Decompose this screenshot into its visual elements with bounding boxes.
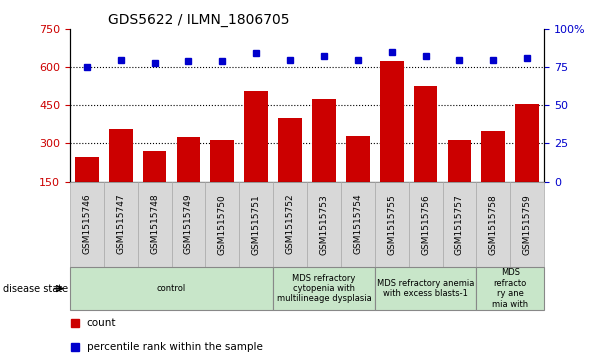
Bar [510, 182, 544, 267]
Bar [171, 182, 206, 267]
Bar [443, 182, 477, 267]
Text: GSM1515751: GSM1515751 [252, 194, 261, 254]
Bar [477, 267, 544, 310]
Text: GSM1515754: GSM1515754 [353, 194, 362, 254]
Bar [273, 267, 375, 310]
Bar [244, 91, 268, 220]
Text: count: count [86, 318, 116, 327]
Bar [210, 140, 234, 220]
Bar [516, 104, 539, 220]
Bar [137, 182, 171, 267]
Bar [312, 99, 336, 220]
Text: GSM1515747: GSM1515747 [116, 194, 125, 254]
Bar [413, 86, 437, 220]
Text: GSM1515755: GSM1515755 [387, 194, 396, 254]
Bar [341, 182, 375, 267]
Text: disease state: disease state [3, 284, 68, 294]
Bar [70, 182, 104, 267]
Bar [346, 136, 370, 220]
Text: GSM1515759: GSM1515759 [523, 194, 532, 254]
Bar [75, 158, 98, 220]
Text: GSM1515757: GSM1515757 [455, 194, 464, 254]
Bar [409, 182, 443, 267]
Text: control: control [157, 284, 186, 293]
Bar [278, 118, 302, 220]
Bar [273, 182, 307, 267]
Bar [307, 182, 341, 267]
Bar [482, 131, 505, 220]
Text: GSM1515750: GSM1515750 [218, 194, 227, 254]
Bar [477, 182, 510, 267]
Text: GDS5622 / ILMN_1806705: GDS5622 / ILMN_1806705 [108, 13, 289, 26]
Text: GSM1515758: GSM1515758 [489, 194, 498, 254]
Text: GSM1515746: GSM1515746 [82, 194, 91, 254]
Bar [109, 130, 133, 220]
Bar [375, 267, 477, 310]
Bar [104, 182, 137, 267]
Bar [206, 182, 240, 267]
Bar [143, 151, 167, 220]
Bar [375, 182, 409, 267]
Text: GSM1515753: GSM1515753 [319, 194, 328, 254]
Text: MDS refractory anemia
with excess blasts-1: MDS refractory anemia with excess blasts… [377, 279, 474, 298]
Text: GSM1515748: GSM1515748 [150, 194, 159, 254]
Text: GSM1515756: GSM1515756 [421, 194, 430, 254]
Text: MDS refractory
cytopenia with
multilineage dysplasia: MDS refractory cytopenia with multilinea… [277, 274, 371, 303]
Text: percentile rank within the sample: percentile rank within the sample [86, 342, 263, 352]
Bar [70, 267, 273, 310]
Text: GSM1515749: GSM1515749 [184, 194, 193, 254]
Bar [240, 182, 273, 267]
Bar [176, 137, 200, 220]
Bar [380, 61, 404, 220]
Bar [447, 140, 471, 220]
Text: MDS
refracto
ry ane
mia with: MDS refracto ry ane mia with [492, 269, 528, 309]
Text: GSM1515752: GSM1515752 [286, 194, 295, 254]
